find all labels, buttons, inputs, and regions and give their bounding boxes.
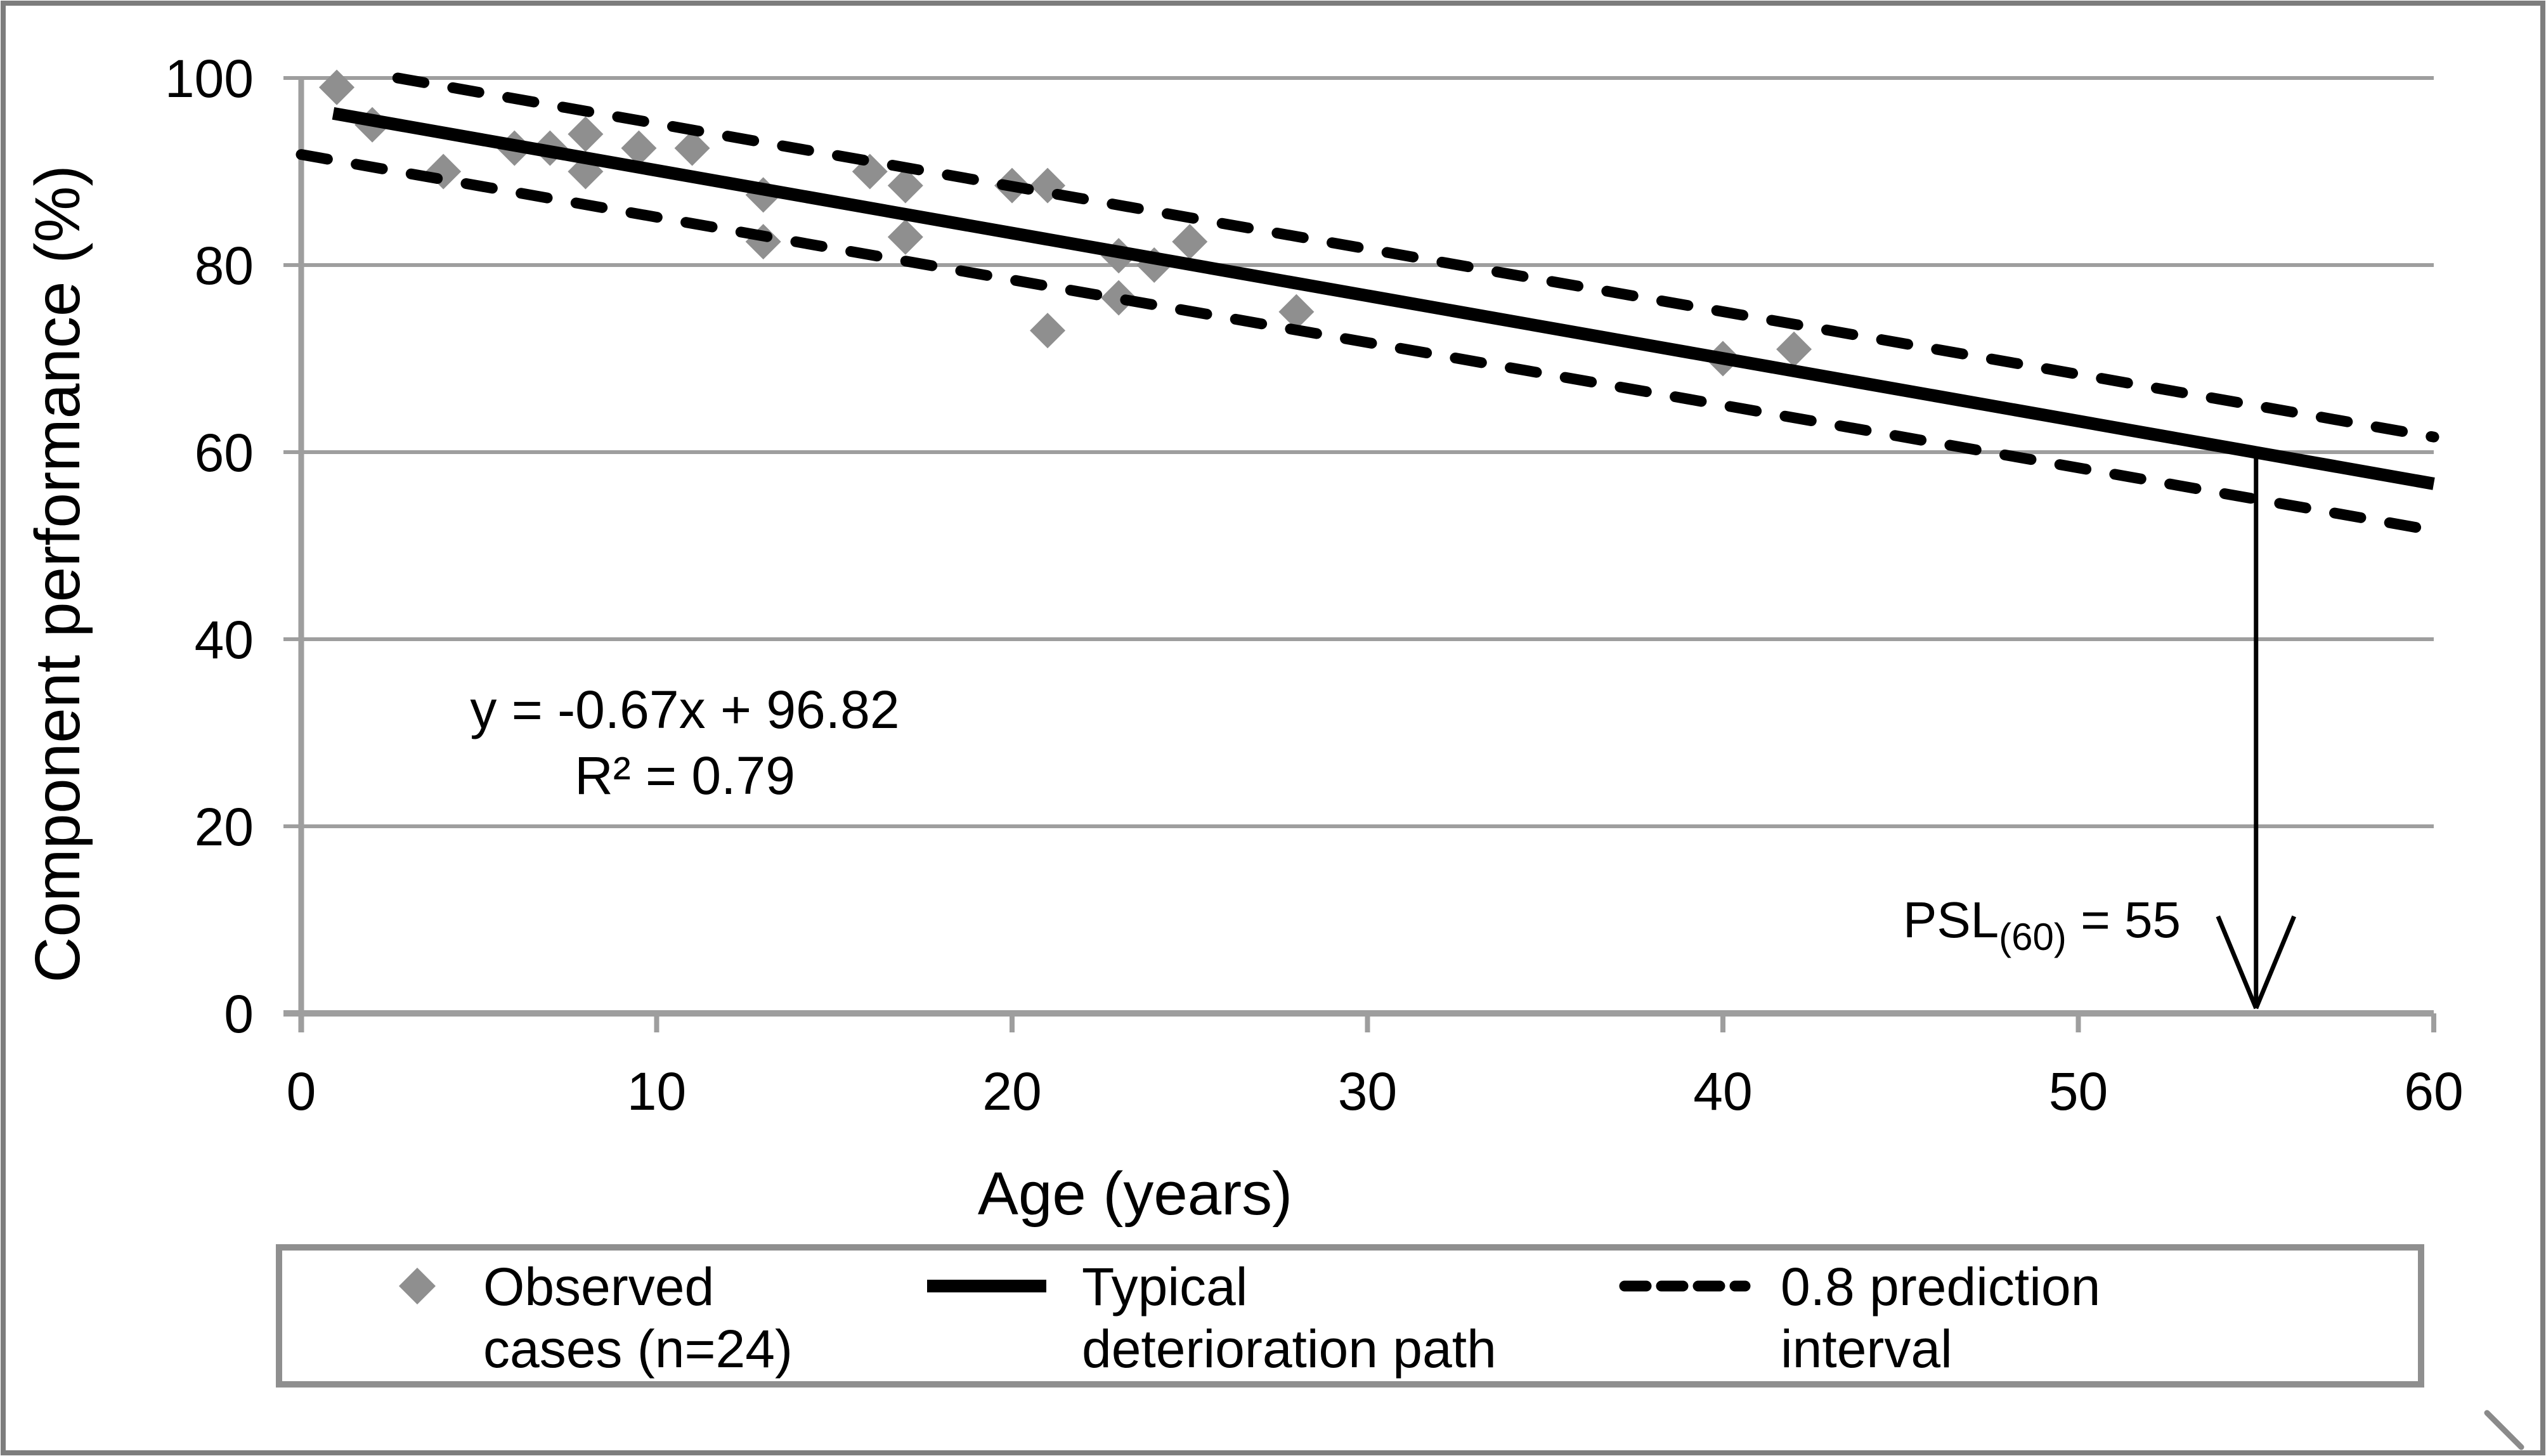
data-point-diamond [1172, 224, 1208, 260]
legend-label-observed-line1: Observed [483, 1257, 714, 1316]
lower-prediction-line [296, 149, 2439, 536]
x-tick-label: 30 [1338, 1062, 1397, 1121]
x-axis-title: Age (years) [978, 1160, 1292, 1228]
psl-subscript: (60) [1999, 916, 2067, 958]
x-tick-label: 50 [2049, 1062, 2108, 1121]
data-point-diamond [568, 116, 604, 152]
data-point-diamond [887, 219, 923, 255]
diamond-marker-icon [399, 1268, 436, 1304]
data-point-diamond [621, 130, 657, 166]
legend-label-observed-line2: cases (n=24) [483, 1319, 793, 1379]
psl-arrowhead [2254, 915, 2296, 1010]
psl-prefix: PSL [1903, 892, 1999, 948]
legend-label-interval-line1: 0.8 prediction [1781, 1257, 2100, 1316]
gridlines-group [283, 76, 2436, 1032]
y-tick-label: 40 [195, 610, 254, 670]
x-tick-label: 10 [627, 1062, 686, 1121]
y-tick-label: 20 [195, 797, 254, 857]
corner-mark [2484, 1410, 2524, 1450]
data-point-diamond [1101, 280, 1137, 316]
psl-arrowhead [2216, 915, 2258, 1010]
upper-prediction-line [392, 72, 2439, 443]
equation-label: y = -0.67x + 96.82 [470, 680, 899, 739]
y-tick-label: 80 [195, 236, 254, 296]
legend-label-trend-line2: deterioration path [1082, 1319, 1497, 1379]
y-axis-title: Component performance (%) [22, 165, 93, 982]
x-tick-label: 40 [1693, 1062, 1752, 1121]
data-point-diamond [319, 69, 355, 105]
x-tick-label: 20 [982, 1062, 1041, 1121]
data-point-diamond [1030, 313, 1066, 349]
legend-label-trend-line1: Typical [1082, 1257, 1247, 1316]
legend: Observed cases (n=24) Typical deteriorat… [276, 1244, 2424, 1388]
y-tick-label: 100 [165, 49, 254, 108]
legend-box [276, 1244, 2424, 1388]
r-squared-label: R² = 0.79 [575, 746, 795, 805]
data-point-diamond [887, 167, 923, 204]
legend-label-interval-line2: interval [1781, 1319, 1952, 1379]
psl-value: = 55 [2067, 892, 2181, 948]
psl-arrow-group [2216, 452, 2296, 1010]
trend-lines-group [296, 72, 2439, 536]
trend-line [332, 107, 2435, 490]
psl-label: PSL(60) = 55 [1903, 892, 2181, 958]
data-point-diamond [1278, 294, 1315, 330]
x-tick-label: 0 [287, 1062, 316, 1121]
y-tick-label: 60 [195, 423, 254, 483]
x-tick-label: 60 [2404, 1062, 2463, 1121]
data-point-diamond [674, 130, 710, 166]
data-point-diamond [1776, 331, 1812, 367]
y-tick-label: 0 [224, 984, 254, 1044]
